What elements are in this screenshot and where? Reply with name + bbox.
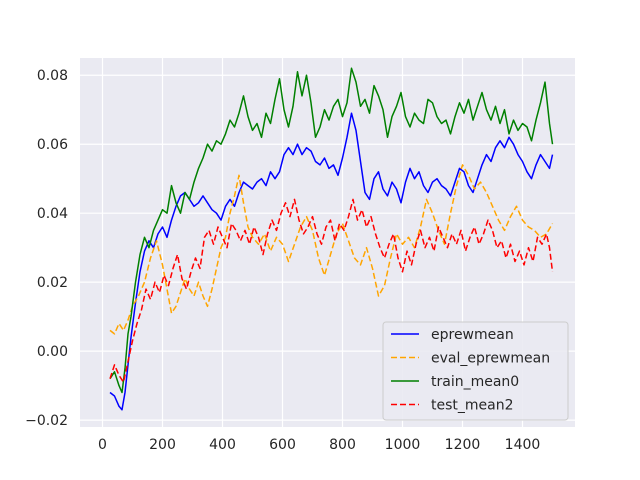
x-tick-label: 800: [329, 437, 356, 453]
x-tick-label: 0: [98, 437, 107, 453]
x-tick-label: 1000: [385, 437, 421, 453]
y-tick-label: −0.02: [25, 413, 68, 429]
y-tick-label: 0.08: [37, 68, 68, 84]
x-axis-ticks: 0 200 400 600 800 1000 1200 1400: [98, 437, 540, 453]
x-tick-label: 400: [209, 437, 236, 453]
legend-box: [382, 321, 569, 421]
series-line-eprewmean: [109, 112, 554, 411]
legend-label-train_mean0: train_mean0: [431, 374, 519, 390]
x-tick-label: 1200: [445, 437, 481, 453]
x-tick-label: 200: [149, 437, 176, 453]
series-layer: [109, 67, 554, 411]
series-line-train_mean0: [109, 67, 554, 394]
y-axis-ticks: −0.02 0.00 0.02 0.04 0.06 0.08: [25, 68, 68, 429]
y-tick-label: 0.02: [37, 275, 68, 291]
legend: eprewmean eval_eprewmean train_mean0 test_m…: [382, 321, 569, 421]
series-line-test_mean2: [109, 198, 554, 383]
series-line-eval_eprewmean: [109, 164, 554, 335]
x-tick-label: 1400: [505, 437, 541, 453]
legend-label-eval_eprewmean: eval_eprewmean: [431, 351, 550, 367]
y-tick-label: 0.04: [37, 206, 68, 222]
y-tick-label: 0.00: [37, 344, 68, 360]
x-tick-label: 600: [269, 437, 296, 453]
y-tick-label: 0.06: [37, 137, 68, 153]
legend-label-test_mean2: test_mean2: [431, 398, 514, 414]
legend-label-eprewmean: eprewmean: [431, 327, 514, 343]
